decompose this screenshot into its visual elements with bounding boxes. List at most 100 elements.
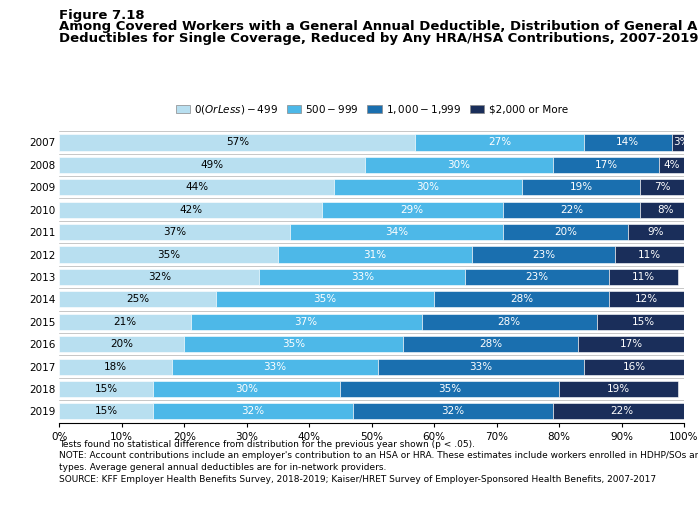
Text: Deductibles for Single Coverage, Reduced by Any HRA/HSA Contributions, 2007-2019: Deductibles for Single Coverage, Reduced… <box>59 32 698 45</box>
Bar <box>59 202 322 218</box>
Bar <box>584 134 671 151</box>
Bar <box>59 134 415 151</box>
Text: 19%: 19% <box>607 384 630 394</box>
Text: 33%: 33% <box>470 362 493 372</box>
Bar <box>59 359 172 375</box>
Bar <box>434 291 609 308</box>
Text: 29%: 29% <box>401 205 424 215</box>
Bar <box>503 202 640 218</box>
Text: 23%: 23% <box>532 249 555 259</box>
Text: 8%: 8% <box>657 205 674 215</box>
Bar <box>403 336 578 352</box>
Bar <box>59 403 153 419</box>
Bar <box>578 336 684 352</box>
Bar <box>153 403 353 419</box>
Text: 27%: 27% <box>488 138 512 148</box>
Bar <box>584 359 684 375</box>
Text: 11%: 11% <box>632 272 655 282</box>
Bar <box>184 336 403 352</box>
Text: 7%: 7% <box>654 182 670 192</box>
Text: 31%: 31% <box>363 249 387 259</box>
Bar <box>59 381 153 397</box>
Bar <box>640 179 684 195</box>
Bar <box>559 381 678 397</box>
Bar <box>415 134 584 151</box>
Text: 37%: 37% <box>163 227 186 237</box>
Text: 9%: 9% <box>648 227 664 237</box>
Bar <box>322 202 503 218</box>
Text: 35%: 35% <box>282 339 305 349</box>
Text: 14%: 14% <box>616 138 639 148</box>
Bar <box>216 291 434 308</box>
Text: 32%: 32% <box>148 272 171 282</box>
Text: 34%: 34% <box>385 227 408 237</box>
Bar <box>671 134 690 151</box>
Text: SOURCE: KFF Employer Health Benefits Survey, 2018-2019; Kaiser/HRET Survey of Em: SOURCE: KFF Employer Health Benefits Sur… <box>59 475 656 484</box>
Bar <box>59 179 334 195</box>
Text: 30%: 30% <box>235 384 258 394</box>
Text: 57%: 57% <box>226 138 249 148</box>
Bar <box>609 291 684 308</box>
Text: Tests found no statistical difference from distribution for the previous year sh: Tests found no statistical difference fr… <box>59 440 475 449</box>
Bar <box>334 179 521 195</box>
Text: 33%: 33% <box>263 362 286 372</box>
Text: 21%: 21% <box>113 317 137 327</box>
Text: 33%: 33% <box>351 272 374 282</box>
Text: 18%: 18% <box>104 362 127 372</box>
Bar <box>59 291 216 308</box>
Bar <box>59 224 290 240</box>
Text: 12%: 12% <box>635 295 658 304</box>
Text: 28%: 28% <box>510 295 533 304</box>
Text: 49%: 49% <box>201 160 224 170</box>
Text: 15%: 15% <box>632 317 655 327</box>
Text: 15%: 15% <box>95 406 118 416</box>
Text: 42%: 42% <box>179 205 202 215</box>
Bar <box>59 157 366 173</box>
Text: 15%: 15% <box>95 384 118 394</box>
Text: 22%: 22% <box>560 205 583 215</box>
Text: NOTE: Account contributions include an employer's contribution to an HSA or HRA.: NOTE: Account contributions include an e… <box>59 452 698 460</box>
Bar <box>597 314 690 330</box>
Text: 44%: 44% <box>185 182 208 192</box>
Bar <box>521 179 640 195</box>
Bar <box>422 314 597 330</box>
Bar <box>153 381 341 397</box>
Bar <box>378 359 584 375</box>
Text: 25%: 25% <box>126 295 149 304</box>
Text: 3%: 3% <box>673 138 689 148</box>
Text: 35%: 35% <box>438 384 461 394</box>
Bar <box>59 314 191 330</box>
Text: types. Average general annual deductibles are for in-network providers.: types. Average general annual deductible… <box>59 463 387 472</box>
Text: 4%: 4% <box>663 160 680 170</box>
Bar <box>466 269 609 285</box>
Text: 23%: 23% <box>526 272 549 282</box>
Bar <box>290 224 503 240</box>
Bar <box>640 202 690 218</box>
Text: 19%: 19% <box>570 182 593 192</box>
Bar <box>341 381 559 397</box>
Bar <box>609 269 678 285</box>
Text: Among Covered Workers with a General Annual Deductible, Distribution of General : Among Covered Workers with a General Ann… <box>59 20 698 33</box>
Bar <box>278 246 472 262</box>
Text: 37%: 37% <box>295 317 318 327</box>
Bar <box>353 403 553 419</box>
Text: 17%: 17% <box>595 160 618 170</box>
Text: 16%: 16% <box>623 362 646 372</box>
Legend: $0 (Or Less) - $499, $500 - $999, $1,000 - $1,999, $2,000 or More: $0 (Or Less) - $499, $500 - $999, $1,000… <box>172 99 572 120</box>
Text: 32%: 32% <box>242 406 265 416</box>
Bar <box>191 314 422 330</box>
Text: 11%: 11% <box>638 249 661 259</box>
Text: 20%: 20% <box>554 227 577 237</box>
Bar <box>172 359 378 375</box>
Text: 28%: 28% <box>498 317 521 327</box>
Text: 30%: 30% <box>417 182 440 192</box>
Bar <box>553 157 659 173</box>
Bar <box>628 224 684 240</box>
Bar <box>366 157 553 173</box>
Bar <box>472 246 616 262</box>
Bar <box>659 157 684 173</box>
Bar <box>59 246 278 262</box>
Text: 32%: 32% <box>441 406 464 416</box>
Text: Figure 7.18: Figure 7.18 <box>59 9 145 22</box>
Bar <box>59 269 259 285</box>
